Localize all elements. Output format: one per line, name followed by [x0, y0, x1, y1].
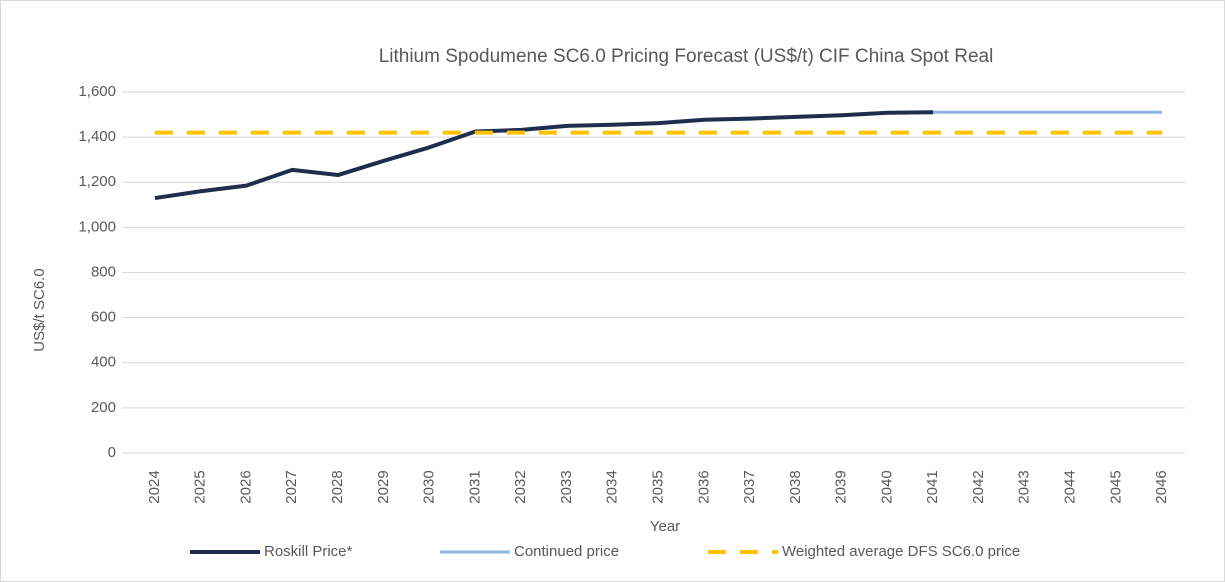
x-tick-label: 2024 — [146, 470, 163, 503]
y-tick-label: 1,200 — [78, 173, 116, 190]
legend-label: Continued price — [514, 543, 619, 560]
x-tick-label: 2032 — [512, 470, 529, 503]
x-tick-label: 2025 — [192, 470, 209, 503]
x-tick-label: 2030 — [421, 470, 438, 503]
y-tick-label: 1,600 — [78, 83, 116, 100]
y-tick-label: 400 — [91, 354, 116, 371]
y-tick-label: 0 — [108, 444, 116, 461]
x-tick-label: 2041 — [924, 470, 941, 503]
y-tick-label: 200 — [91, 399, 116, 416]
x-tick-label: 2031 — [466, 470, 483, 503]
x-tick-label: 2037 — [741, 470, 758, 503]
x-tick-label: 2036 — [695, 470, 712, 503]
x-tick-label: 2043 — [1016, 470, 1033, 503]
legend-label: Roskill Price* — [264, 543, 353, 560]
y-tick-label: 1,400 — [78, 128, 116, 145]
x-tick-label: 2034 — [604, 470, 621, 503]
y-tick-label: 800 — [91, 263, 116, 280]
x-tick-label: 2027 — [283, 470, 300, 503]
x-tick-label: 2026 — [237, 470, 254, 503]
x-tick-label: 2028 — [329, 470, 346, 503]
series-line — [154, 110, 934, 201]
x-tick-label: 2044 — [1062, 470, 1079, 503]
y-tick-label: 600 — [91, 309, 116, 326]
x-tick-label: 2035 — [649, 470, 666, 503]
x-tick-label: 2042 — [970, 470, 987, 503]
x-tick-label: 2045 — [1107, 470, 1124, 503]
x-tick-label: 2038 — [787, 470, 804, 503]
x-axis-label: Year — [650, 518, 680, 535]
y-tick-label: 1,000 — [78, 218, 116, 235]
chart-title: Lithium Spodumene SC6.0 Pricing Forecast… — [379, 46, 994, 67]
x-tick-label: 2046 — [1153, 470, 1170, 503]
y-axis-label: US$/t SC6.0 — [31, 268, 48, 351]
x-tick-label: 2040 — [878, 470, 895, 503]
x-tick-label: 2039 — [833, 470, 850, 503]
x-tick-label: 2029 — [375, 470, 392, 503]
legend-label: Weighted average DFS SC6.0 price — [782, 543, 1020, 560]
x-tick-label: 2033 — [558, 470, 575, 503]
